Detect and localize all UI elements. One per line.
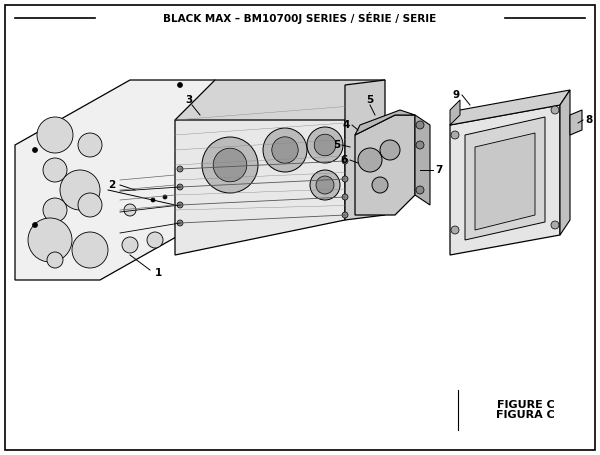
Polygon shape — [450, 100, 460, 125]
Circle shape — [177, 166, 183, 172]
Text: 5: 5 — [367, 95, 374, 105]
Circle shape — [416, 186, 424, 194]
Polygon shape — [355, 110, 415, 135]
Text: BLACK MAX – BM10700J SERIES / SÉRIE / SERIE: BLACK MAX – BM10700J SERIES / SÉRIE / SE… — [163, 12, 437, 24]
Circle shape — [307, 127, 343, 163]
Circle shape — [177, 220, 183, 226]
Circle shape — [213, 148, 247, 182]
Text: 9: 9 — [453, 90, 460, 100]
Circle shape — [451, 131, 459, 139]
Text: FIGURA C: FIGURA C — [496, 410, 555, 420]
Text: FIGURE C: FIGURE C — [497, 400, 555, 410]
Polygon shape — [345, 80, 385, 220]
Circle shape — [122, 237, 138, 253]
Circle shape — [72, 232, 108, 268]
Polygon shape — [560, 90, 570, 235]
Circle shape — [28, 218, 72, 262]
Circle shape — [32, 147, 37, 152]
Polygon shape — [450, 90, 570, 125]
Circle shape — [551, 106, 559, 114]
Circle shape — [178, 82, 182, 87]
Text: 4: 4 — [343, 120, 350, 130]
Circle shape — [37, 117, 73, 153]
Circle shape — [60, 170, 100, 210]
Text: 2: 2 — [108, 180, 115, 190]
Circle shape — [147, 232, 163, 248]
Circle shape — [47, 252, 63, 268]
Circle shape — [451, 226, 459, 234]
FancyBboxPatch shape — [5, 5, 595, 450]
Polygon shape — [15, 80, 215, 280]
Polygon shape — [465, 117, 545, 240]
Circle shape — [178, 207, 182, 212]
Circle shape — [32, 222, 37, 228]
Circle shape — [342, 158, 348, 164]
Circle shape — [551, 221, 559, 229]
Polygon shape — [450, 105, 560, 255]
Polygon shape — [355, 115, 415, 215]
Text: 7: 7 — [435, 165, 442, 175]
Circle shape — [272, 137, 298, 163]
Circle shape — [310, 170, 340, 200]
Circle shape — [177, 184, 183, 190]
Circle shape — [263, 128, 307, 172]
Circle shape — [202, 137, 258, 193]
Circle shape — [43, 158, 67, 182]
Circle shape — [380, 140, 400, 160]
Circle shape — [342, 194, 348, 200]
Circle shape — [416, 141, 424, 149]
Circle shape — [124, 204, 136, 216]
Circle shape — [372, 177, 388, 193]
Text: 3: 3 — [185, 95, 192, 105]
Text: 8: 8 — [585, 115, 592, 125]
Circle shape — [358, 148, 382, 172]
Text: 5: 5 — [333, 140, 340, 150]
Circle shape — [314, 134, 336, 156]
Circle shape — [78, 193, 102, 217]
Polygon shape — [175, 80, 385, 120]
Circle shape — [316, 176, 334, 194]
Circle shape — [151, 198, 155, 202]
Text: 6: 6 — [341, 155, 348, 165]
Circle shape — [78, 133, 102, 157]
Text: 1: 1 — [155, 268, 162, 278]
Polygon shape — [570, 110, 582, 135]
Circle shape — [163, 195, 167, 199]
Circle shape — [43, 198, 67, 222]
Circle shape — [177, 202, 183, 208]
Polygon shape — [175, 85, 345, 255]
Circle shape — [416, 121, 424, 129]
Circle shape — [342, 212, 348, 218]
Polygon shape — [475, 133, 535, 230]
Polygon shape — [415, 115, 430, 205]
Circle shape — [342, 176, 348, 182]
